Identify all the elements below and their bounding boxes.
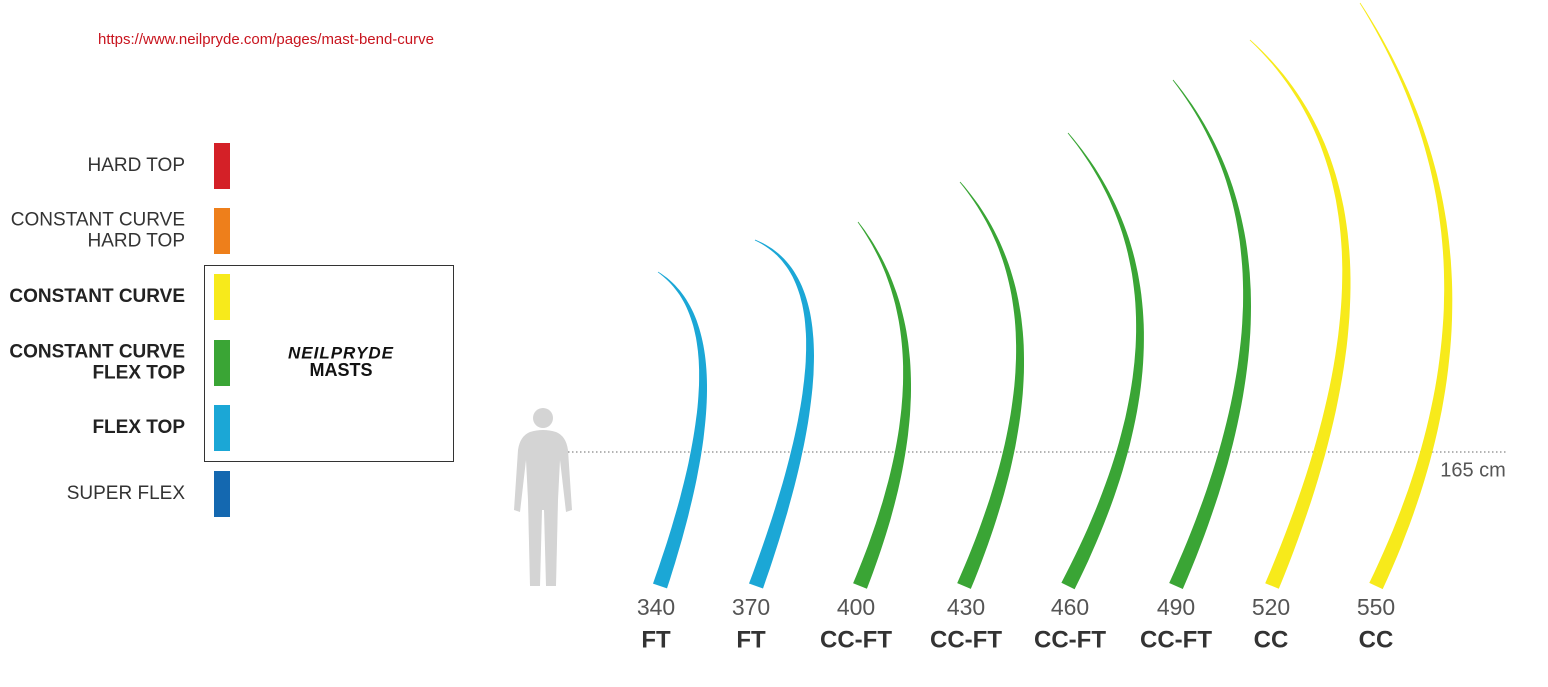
legend-swatch	[214, 471, 230, 517]
mast-type: CC-FT	[1140, 626, 1212, 653]
legend-label: HARD TOP	[88, 155, 186, 176]
legend-swatch	[214, 143, 230, 189]
mast-length: 520	[1252, 594, 1290, 620]
legend-label: HARD TOP	[88, 231, 186, 252]
mast-curve	[749, 239, 814, 589]
mast-length: 400	[837, 594, 875, 620]
legend-label: SUPER FLEX	[67, 483, 186, 504]
legend-swatch	[214, 274, 230, 320]
legend-swatch	[214, 340, 230, 386]
mast-length: 460	[1051, 594, 1089, 620]
mast-type: CC	[1359, 626, 1394, 653]
mast-curve	[1359, 2, 1453, 590]
legend-label: CONSTANT CURVE	[9, 342, 185, 363]
legend-label: CONSTANT CURVE	[11, 210, 185, 231]
legend-label: FLEX TOP	[92, 363, 185, 384]
legend-label: CONSTANT CURVE	[9, 286, 185, 307]
mast-curve	[1249, 39, 1351, 589]
mast-type: CC-FT	[1034, 626, 1106, 653]
legend-swatch	[214, 405, 230, 451]
mast-length: 490	[1157, 594, 1195, 620]
mast-length: 550	[1357, 594, 1395, 620]
mast-length: 340	[637, 594, 675, 620]
brand-sub: MASTS	[310, 360, 373, 380]
human-silhouette	[514, 408, 572, 586]
mast-length: 370	[732, 594, 770, 620]
mast-curve	[957, 181, 1024, 589]
mast-length: 430	[947, 594, 985, 620]
legend-label: FLEX TOP	[92, 417, 185, 438]
brand-logo: NEILPRYDE	[288, 343, 394, 362]
mast-type: CC-FT	[820, 626, 892, 653]
mast-type: CC	[1254, 626, 1289, 653]
mast-type: FT	[736, 626, 766, 653]
brand-box	[204, 265, 454, 462]
mast-type: FT	[641, 626, 671, 653]
source-url: https://www.neilpryde.com/pages/mast-ben…	[98, 31, 434, 48]
mast-curve	[853, 221, 911, 589]
mast-curve	[1169, 79, 1251, 590]
reference-label: 165 cm	[1440, 459, 1506, 481]
mast-curve	[653, 271, 707, 589]
legend-swatch	[214, 208, 230, 254]
mast-type: CC-FT	[930, 626, 1002, 653]
mast-curve	[1061, 132, 1144, 590]
